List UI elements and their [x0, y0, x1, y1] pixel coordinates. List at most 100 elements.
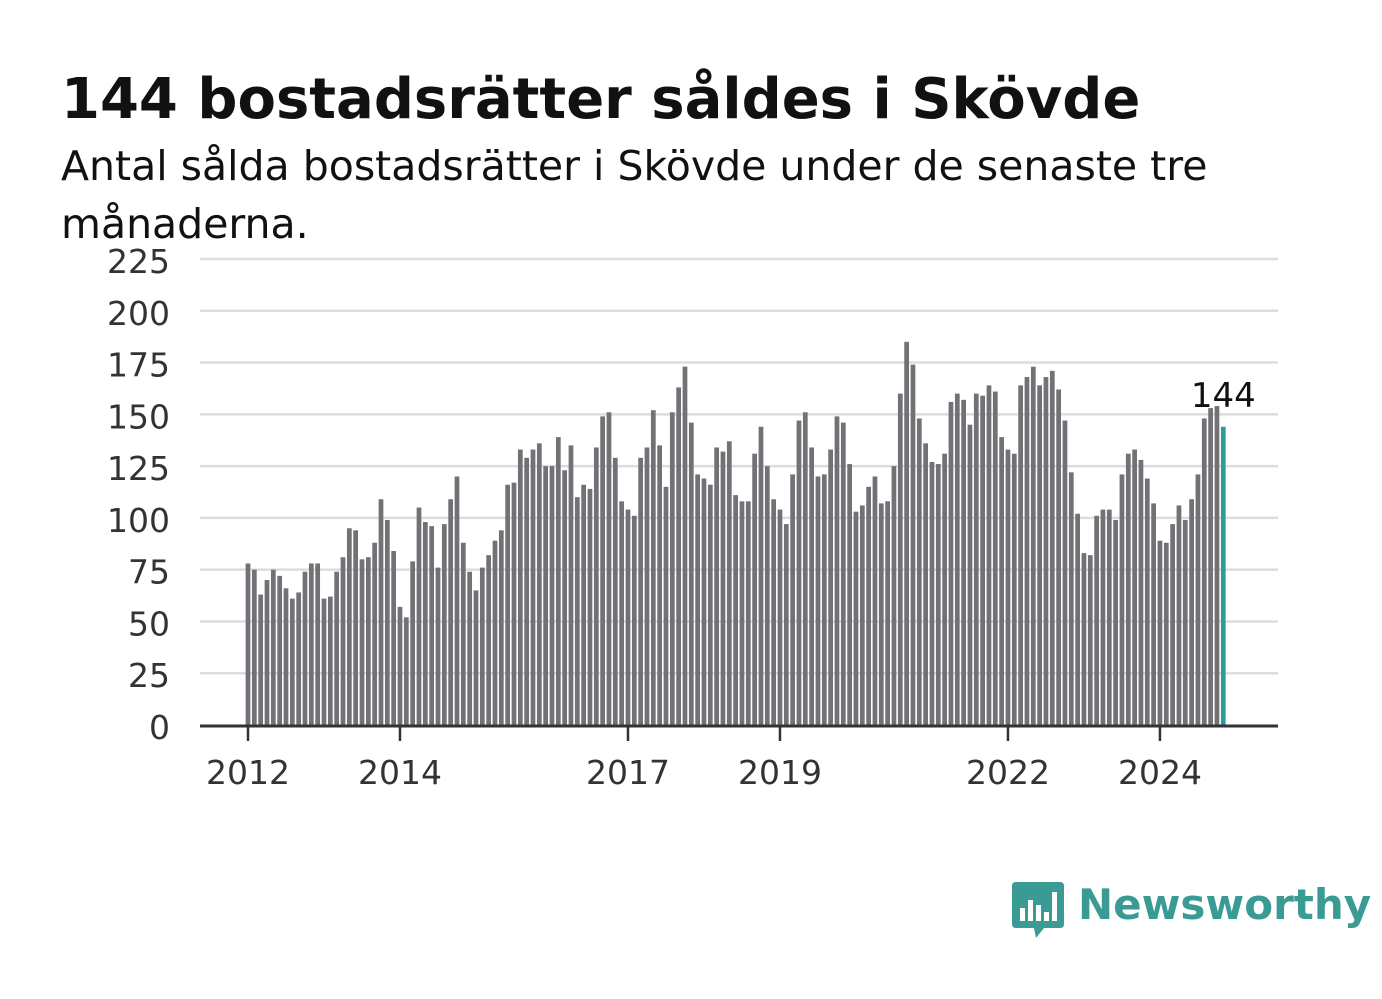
bar	[935, 464, 941, 725]
bar	[429, 526, 435, 725]
bar	[536, 443, 542, 725]
bar	[638, 457, 644, 725]
bar	[758, 426, 764, 725]
bar	[840, 422, 846, 725]
bar	[1208, 408, 1213, 725]
bar	[384, 519, 390, 725]
bar	[986, 385, 992, 725]
bar	[517, 449, 523, 725]
bar	[365, 557, 371, 725]
bar	[1056, 389, 1061, 725]
bar	[606, 412, 612, 725]
chart-subtitle: Antal sålda bostadsrätter i Skövde under…	[61, 142, 1208, 248]
bar	[669, 412, 675, 725]
bar	[688, 422, 694, 725]
bar	[783, 524, 789, 725]
bar	[802, 412, 808, 725]
bar	[1068, 472, 1074, 725]
bar	[555, 437, 561, 725]
bar	[600, 416, 606, 725]
bar	[707, 484, 713, 725]
bar	[524, 457, 530, 725]
bar	[1075, 513, 1080, 725]
bar	[1100, 509, 1106, 725]
bar	[663, 486, 669, 725]
bar	[302, 571, 308, 725]
bar	[410, 561, 416, 725]
bar	[1094, 515, 1099, 725]
bar	[321, 598, 327, 725]
bar	[283, 588, 289, 725]
bar	[752, 453, 758, 725]
bar	[992, 391, 998, 725]
bar	[486, 555, 492, 725]
bar	[1011, 453, 1017, 725]
y-tick-label: 175	[107, 346, 170, 385]
bar	[739, 501, 745, 725]
bar	[796, 420, 802, 725]
bar	[315, 563, 321, 725]
bar	[1062, 420, 1068, 725]
bar	[1151, 503, 1156, 725]
bar	[1201, 418, 1207, 725]
bar	[251, 569, 257, 725]
bar	[942, 453, 947, 725]
bar	[403, 617, 409, 725]
bar	[790, 474, 796, 725]
bar	[891, 466, 897, 725]
bar	[866, 486, 872, 725]
bar	[581, 484, 587, 725]
chart-title: 144 bostadsrätter såldes i Skövde	[61, 67, 1141, 132]
y-tick-label: 225	[107, 242, 170, 281]
x-tick-label: 2024	[1118, 753, 1202, 792]
bar	[543, 466, 549, 725]
bar	[593, 447, 599, 725]
bar	[771, 499, 777, 725]
bar	[872, 476, 878, 725]
newsworthy-logo-text: Newsworthy	[1078, 880, 1372, 929]
bar	[1005, 449, 1011, 725]
y-tick-label: 0	[149, 708, 170, 747]
x-tick-label: 2014	[358, 753, 442, 792]
bar	[454, 476, 460, 725]
bar	[460, 542, 466, 725]
bar	[327, 596, 333, 725]
bar	[1138, 459, 1144, 725]
bar	[334, 571, 340, 725]
bar	[980, 395, 985, 725]
bar	[372, 542, 378, 725]
bar	[695, 474, 701, 725]
bar	[574, 497, 580, 725]
bar	[834, 416, 840, 725]
bar	[245, 563, 251, 725]
bar	[625, 509, 631, 725]
y-tick-label: 100	[107, 501, 170, 540]
bar	[308, 563, 314, 725]
bar	[676, 387, 682, 725]
bar	[916, 418, 922, 725]
bar	[1087, 555, 1093, 725]
bar	[397, 606, 403, 725]
bar	[853, 511, 859, 725]
bar	[498, 530, 504, 725]
bar	[1176, 505, 1182, 725]
x-tick-label: 2022	[966, 753, 1050, 792]
bar	[631, 515, 637, 725]
x-tick-label: 2017	[586, 753, 670, 792]
bar	[289, 598, 295, 725]
bar	[897, 393, 903, 725]
y-tick-label: 200	[107, 294, 170, 333]
y-tick-label: 125	[107, 449, 170, 488]
bar	[1182, 519, 1188, 725]
y-tick-label: 50	[128, 604, 170, 643]
bar	[479, 567, 485, 725]
bar	[720, 451, 726, 725]
bar	[549, 466, 555, 725]
bar	[1214, 406, 1220, 725]
bar	[1125, 453, 1131, 725]
x-tick-label: 2012	[206, 753, 290, 792]
bar	[441, 524, 447, 725]
highlight-value-label: 144	[1191, 376, 1256, 416]
bar	[923, 443, 928, 725]
